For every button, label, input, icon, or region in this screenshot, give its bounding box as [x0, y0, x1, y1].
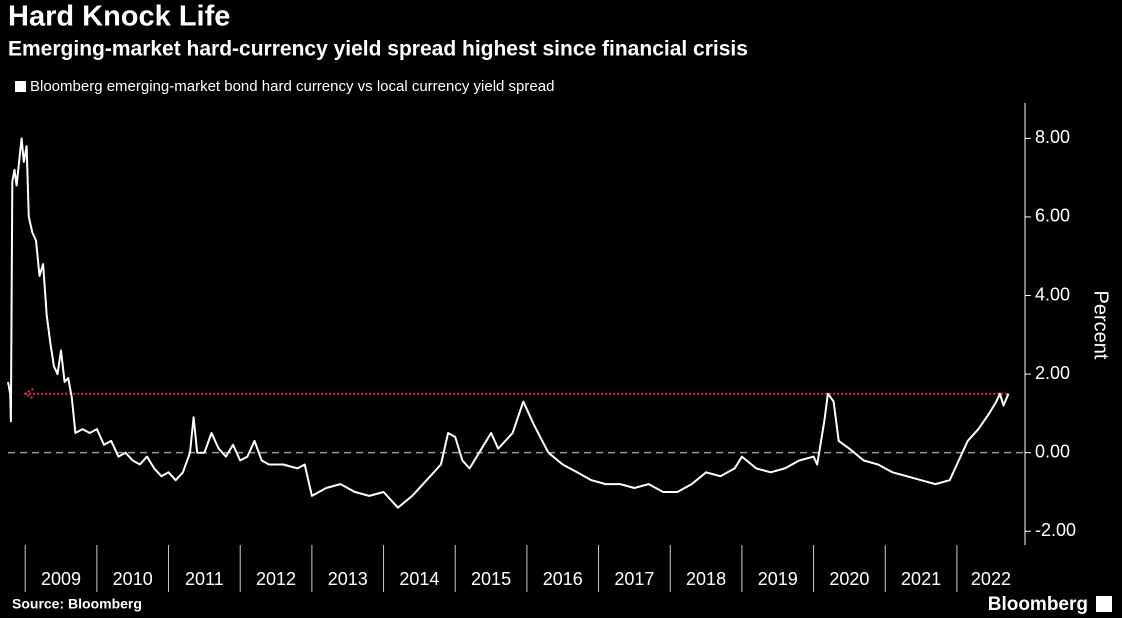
- x-tick-label: 2017: [614, 569, 654, 589]
- legend-label: Bloomberg emerging-market bond hard curr…: [30, 78, 554, 95]
- y-tick-label: 8.00: [1035, 127, 1070, 147]
- x-tick-label: 2011: [185, 569, 224, 589]
- x-tick-label: 2019: [758, 569, 798, 589]
- y-axis-label: Percent: [1090, 291, 1112, 360]
- x-tick-label: 2013: [328, 569, 368, 589]
- x-tick-label: 2018: [686, 569, 726, 589]
- y-tick-label: -2.00: [1035, 520, 1076, 540]
- brand: Bloomberg: [988, 594, 1088, 615]
- brand-icon: [1096, 596, 1112, 612]
- source: Source: Bloomberg: [12, 596, 142, 612]
- legend-swatch: [15, 81, 26, 92]
- data-line: [7, 137, 1010, 509]
- y-tick-label: 4.00: [1035, 284, 1070, 304]
- x-tick-label: 2009: [41, 569, 81, 589]
- x-tick-label: 2010: [113, 569, 153, 589]
- x-tick-label: 2020: [829, 569, 869, 589]
- reference-arrow: [23, 387, 34, 400]
- x-tick-label: 2016: [543, 569, 583, 589]
- y-tick-label: 2.00: [1035, 363, 1070, 383]
- y-tick-label: 0.00: [1035, 441, 1070, 461]
- x-tick-label: 2022: [971, 569, 1011, 589]
- x-tick-label: 2014: [399, 569, 439, 589]
- x-tick-label: 2015: [471, 569, 511, 589]
- chart-title: Hard Knock Life: [8, 1, 230, 33]
- x-tick-label: 2021: [901, 569, 941, 589]
- y-tick-label: 6.00: [1035, 206, 1070, 226]
- x-tick-label: 2012: [256, 569, 296, 589]
- chart-subtitle: Emerging-market hard-currency yield spre…: [8, 38, 748, 61]
